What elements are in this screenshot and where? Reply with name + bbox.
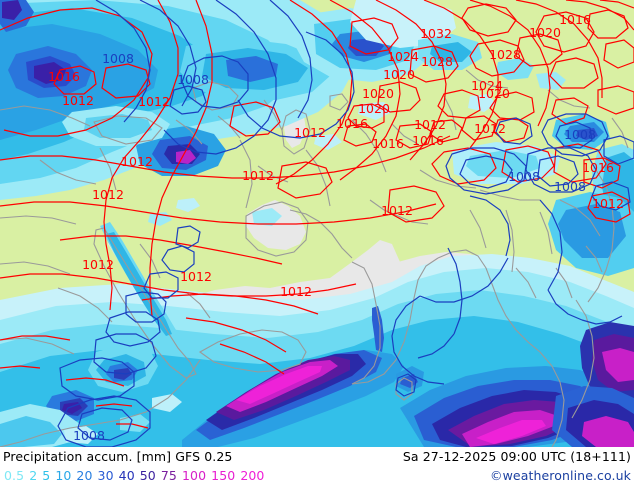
isobar-label: 1008 [177,72,209,87]
legend-value-100: 100 [181,468,207,483]
isobar-high-layer [0,0,634,429]
precip-streak-n2 [2,0,22,20]
isobar-label: 1012 [474,121,506,136]
isobar-label: 1008 [508,169,540,184]
precip-arab-band-l9 [236,366,322,404]
precip-sudan-b [120,414,150,432]
precip-sea-l8 [602,348,634,382]
isobar-label: 1008 [564,127,596,142]
isobar-label: 1012 [242,168,274,183]
isobar-label: 1028 [489,47,521,62]
precip-eafrica2 [0,416,62,447]
precip-sudan-a [64,426,98,444]
isobar-label: 1016 [582,160,614,175]
precipitation-legend: 0.5 2 5 10 20 30 40 50 75 100 150 200 [4,468,264,484]
precip-steppe-c [314,134,342,150]
precip-nechina-c [576,128,598,140]
legend-value-150: 150 [211,468,236,483]
isobar-label: 1012 [592,196,624,211]
legend-value-30: 30 [97,468,114,483]
legend-value-20: 20 [76,468,93,483]
isobar-label: 1016 [559,12,591,27]
legend-value-40: 40 [118,468,135,483]
precipitation-field [0,0,634,447]
map-title: Precipitation accum. [mm] GFS 0.25 [3,449,233,464]
isobar-label: 1012 [381,203,413,218]
isobar-low-layer [57,0,634,447]
isobar-label: 1008 [554,179,586,194]
precip-gulf [252,208,282,226]
precip-saudi-b [176,198,200,212]
isobar-label: 1012 [138,94,170,109]
legend-value-5: 5 [42,468,51,483]
isobar-label: 1012 [62,93,94,108]
legend-value-200: 200 [240,468,265,483]
isobar-label: 1012 [414,117,446,132]
forecast-timestamp: Sa 27-12-2025 09:00 UTC (18+111) [402,449,631,464]
legend-value-75: 75 [160,468,177,483]
isobar-label: 1020 [362,86,394,101]
legend-value-2: 2 [29,468,38,483]
isobar-label: 1028 [421,54,453,69]
isobar-label: 1008 [73,428,105,443]
isobar-label: 1012 [180,269,212,284]
isobar-label: 1032 [420,26,452,41]
isobar-label: 1016 [412,133,444,148]
precip-cent-light [350,0,456,48]
isobar-label: 1008 [102,51,134,66]
precip-sechina2 [558,204,626,258]
isobar-label: 1016 [48,69,80,84]
map-footer: Precipitation accum. [mm] GFS 0.25 Sa 27… [0,447,634,490]
precip-ne-cell1 [496,58,534,80]
isobar-label: 1012 [294,125,326,140]
precip-steppe-a [468,94,496,112]
isobar-label: 1020 [383,67,415,82]
isobar-label: 1020 [529,25,561,40]
isobar-label: 1020 [478,86,510,101]
precip-ne-cell2 [536,72,566,90]
isobar-label: 1020 [358,101,390,116]
precip-sudan-c [152,394,182,412]
precip-ghats [372,306,384,352]
isobar-label: 1024 [387,49,419,64]
isobar-label: 1012 [280,284,312,299]
precip-core-nw-c [34,62,66,84]
isobar-label: 1016 [336,116,368,131]
isobar-label: 1012 [92,187,124,202]
precipitation-map[interactable]: 1008 1008 1016 1012 1012 1012 1012 1012 1012 1012… [0,0,634,447]
precip-bengal-l9 [476,420,546,444]
isobar-label: 1024 [471,78,503,93]
isobar-label: 1012 [121,154,153,169]
legend-value-10: 10 [55,468,72,483]
precip-centasia-core2 [348,38,384,56]
precip-sea-b3 [582,416,634,447]
copyright-credit: ©weatheronline.co.uk [490,468,631,483]
legend-value-0.5: 0.5 [4,468,25,483]
legend-value-50: 50 [139,468,156,483]
isobar-label: 1012 [82,257,114,272]
isobar-label: 1016 [372,136,404,151]
